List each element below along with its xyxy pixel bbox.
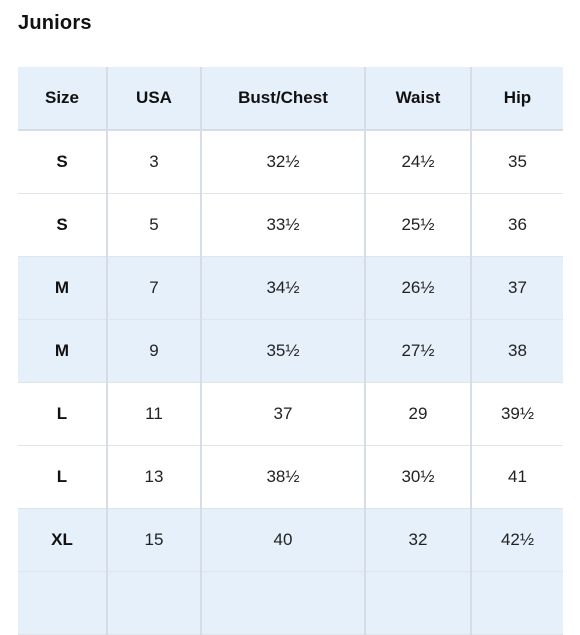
bust-cell [201, 571, 366, 635]
waist-cell: 25½ [365, 193, 472, 257]
table-row: M 9 35½ 27½ 38 [18, 319, 563, 383]
size-cell: L [18, 445, 108, 509]
header-size: Size [18, 67, 108, 131]
usa-cell: 13 [107, 445, 202, 509]
size-cell: M [18, 319, 108, 383]
hip-cell: 35 [471, 130, 563, 194]
table-body: S 3 32½ 24½ 35 S 5 33½ 25½ 36 M 7 34½ 26½ 37 M 9 35½ 27½ 38… [18, 130, 563, 635]
usa-cell: 5 [107, 193, 202, 257]
bust-cell: 40 [201, 508, 366, 572]
usa-cell [107, 571, 202, 635]
table-row: S 5 33½ 25½ 36 [18, 193, 563, 257]
hip-cell: 42½ [471, 508, 563, 572]
header-bust-chest: Bust/Chest [201, 67, 366, 131]
hip-cell: 37 [471, 256, 563, 320]
table-row: S 3 32½ 24½ 35 [18, 130, 563, 194]
waist-cell: 26½ [365, 256, 472, 320]
waist-cell: 24½ [365, 130, 472, 194]
usa-cell: 11 [107, 382, 202, 446]
hip-cell: 36 [471, 193, 563, 257]
size-cell: XL [18, 508, 108, 572]
table-row [18, 571, 563, 635]
waist-cell [365, 571, 472, 635]
hip-cell: 39½ [471, 382, 563, 446]
bust-cell: 35½ [201, 319, 366, 383]
bust-cell: 32½ [201, 130, 366, 194]
table-row: XL 15 40 32 42½ [18, 508, 563, 572]
header-usa: USA [107, 67, 202, 131]
waist-cell: 27½ [365, 319, 472, 383]
size-cell: S [18, 130, 108, 194]
waist-cell: 32 [365, 508, 472, 572]
header-hip: Hip [471, 67, 563, 131]
waist-cell: 29 [365, 382, 472, 446]
bust-cell: 37 [201, 382, 366, 446]
bust-cell: 34½ [201, 256, 366, 320]
usa-cell: 7 [107, 256, 202, 320]
waist-cell: 30½ [365, 445, 472, 509]
usa-cell: 9 [107, 319, 202, 383]
hip-cell: 41 [471, 445, 563, 509]
size-cell: M [18, 256, 108, 320]
usa-cell: 15 [107, 508, 202, 572]
page-title: Juniors [18, 12, 92, 34]
table-row: L 11 37 29 39½ [18, 382, 563, 446]
size-chart-table: Size USA Bust/Chest Waist Hip S 3 32½ 24½ 35… [18, 67, 563, 635]
header-waist: Waist [365, 67, 472, 131]
bust-cell: 33½ [201, 193, 366, 257]
hip-cell [471, 571, 563, 635]
table-row: L 13 38½ 30½ 41 [18, 445, 563, 509]
size-cell [18, 571, 108, 635]
table-header-row: Size USA Bust/Chest Waist Hip [18, 67, 563, 131]
usa-cell: 3 [107, 130, 202, 194]
table-row: M 7 34½ 26½ 37 [18, 256, 563, 320]
size-cell: L [18, 382, 108, 446]
size-cell: S [18, 193, 108, 257]
bust-cell: 38½ [201, 445, 366, 509]
hip-cell: 38 [471, 319, 563, 383]
